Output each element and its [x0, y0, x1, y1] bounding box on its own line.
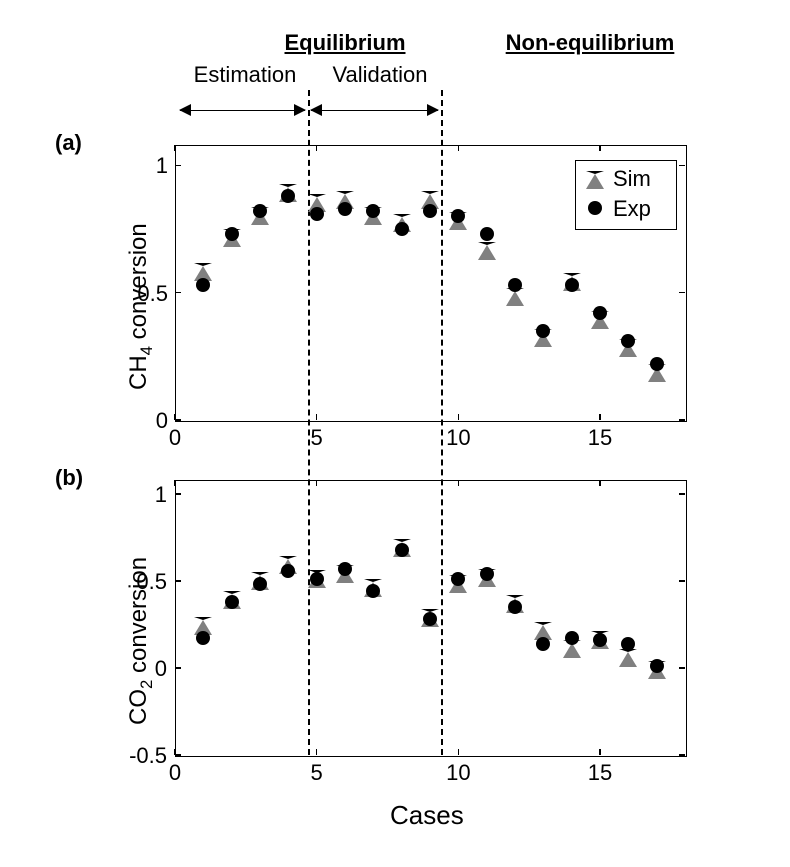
axis-tick — [316, 414, 318, 420]
axis-tick — [679, 419, 685, 421]
axis-tick — [458, 480, 460, 486]
axis-tick — [458, 414, 460, 420]
tick-label: 0 — [120, 408, 168, 434]
exp-marker — [593, 306, 607, 320]
axis-tick — [175, 165, 181, 167]
panel-label-a: (a) — [55, 130, 82, 156]
legend-label-sim: Sim — [613, 166, 651, 192]
exp-marker — [480, 567, 494, 581]
tick-label: -0.5 — [115, 743, 167, 769]
arrow-head-right — [427, 104, 439, 116]
sim-marker — [478, 242, 496, 260]
ylabel-a-sub: 4 — [137, 346, 156, 355]
exp-marker — [225, 595, 239, 609]
sim-marker-legend — [586, 171, 604, 189]
exp-marker — [310, 207, 324, 221]
axis-tick — [458, 145, 460, 151]
axis-tick — [174, 480, 176, 486]
sim-marker — [619, 649, 637, 667]
axis-tick — [175, 580, 181, 582]
exp-marker — [338, 202, 352, 216]
tick-label: 1 — [115, 482, 167, 508]
exp-marker — [508, 278, 522, 292]
exp-marker — [395, 543, 409, 557]
exp-marker — [565, 631, 579, 645]
exp-marker — [650, 659, 664, 673]
panel-label-b: (b) — [55, 465, 83, 491]
axis-tick — [174, 145, 176, 151]
axis-tick — [599, 145, 601, 151]
arrow-head-left — [310, 104, 322, 116]
axis-tick — [175, 667, 181, 669]
axis-tick — [175, 493, 181, 495]
figure-root: Equilibrium Non-equilibrium Estimation V… — [0, 0, 790, 867]
axis-tick — [316, 145, 318, 151]
tick-label: 0 — [115, 656, 167, 682]
axis-tick — [599, 749, 601, 755]
axis-tick — [679, 580, 685, 582]
ylabel-b-pre: CO — [125, 689, 152, 725]
exp-marker — [281, 564, 295, 578]
axis-tick — [679, 165, 685, 167]
range-arrow — [311, 110, 438, 111]
axis-tick — [175, 754, 181, 756]
exp-marker — [621, 637, 635, 651]
range-arrow — [180, 110, 305, 111]
header-estimation: Estimation — [185, 62, 305, 88]
tick-label: 15 — [580, 425, 620, 451]
axis-tick — [679, 667, 685, 669]
exp-marker — [536, 637, 550, 651]
exp-marker — [225, 227, 239, 241]
exp-marker-legend — [588, 201, 602, 215]
axis-tick — [679, 493, 685, 495]
tick-label: 10 — [438, 760, 478, 786]
axis-tick — [679, 754, 685, 756]
axis-tick — [599, 480, 601, 486]
tick-label: 10 — [438, 425, 478, 451]
tick-label: 5 — [297, 425, 337, 451]
tick-label: 15 — [580, 760, 620, 786]
divider-line — [308, 90, 310, 755]
exp-marker — [480, 227, 494, 241]
legend-label-exp: Exp — [613, 196, 651, 222]
header-equilibrium: Equilibrium — [255, 30, 435, 56]
exp-marker — [310, 572, 324, 586]
header-validation: Validation — [320, 62, 440, 88]
axis-tick — [599, 414, 601, 420]
xlabel: Cases — [390, 800, 464, 831]
arrow-head-right — [294, 104, 306, 116]
header-nonequilibrium: Non-equilibrium — [480, 30, 700, 56]
tick-label: 1 — [120, 153, 168, 179]
exp-marker — [395, 222, 409, 236]
tick-label: 0.5 — [120, 281, 168, 307]
exp-marker — [565, 278, 579, 292]
tick-label: 0.5 — [115, 569, 167, 595]
axis-tick — [679, 292, 685, 294]
axis-tick — [175, 292, 181, 294]
divider-line — [441, 90, 443, 755]
axis-tick — [316, 480, 318, 486]
exp-marker — [338, 562, 352, 576]
tick-label: 5 — [297, 760, 337, 786]
exp-marker — [650, 357, 664, 371]
exp-marker — [508, 600, 522, 614]
axis-tick — [458, 749, 460, 755]
arrow-head-left — [179, 104, 191, 116]
axis-tick — [316, 749, 318, 755]
ylabel-a-pre: CH — [125, 355, 152, 390]
axis-tick — [175, 419, 181, 421]
